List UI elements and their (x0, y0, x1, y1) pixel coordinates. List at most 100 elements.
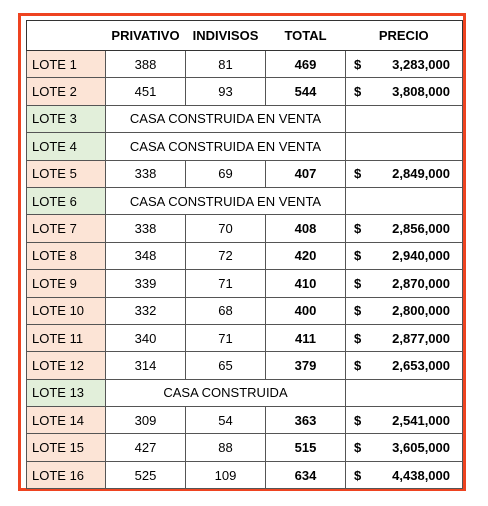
status-cell: CASA CONSTRUIDA (105, 378, 346, 408)
table-row: LOTE 9 339 71 410 $2,870,000 (26, 269, 463, 298)
total-cell: 363 (265, 406, 346, 435)
lote-cell: LOTE 2 (26, 77, 106, 106)
price-cell: $2,856,000 (345, 214, 463, 243)
price-cell: $3,283,000 (345, 49, 463, 79)
price-cell: $3,808,000 (345, 77, 463, 106)
table-row: LOTE 15 427 88 515 $3,605,000 (26, 433, 463, 462)
price-cell: $2,800,000 (345, 296, 463, 325)
price-cell: $4,438,000 (345, 460, 463, 490)
currency: $ (354, 440, 362, 456)
indivisos-cell: 109 (185, 460, 266, 490)
price-cell: $2,849,000 (345, 159, 463, 188)
table-row: LOTE 8 348 72 420 $2,940,000 (26, 241, 463, 271)
price: 2,653,000 (392, 357, 450, 373)
price: 3,808,000 (392, 84, 450, 100)
lote-cell: LOTE 14 (26, 406, 106, 435)
currency: $ (354, 330, 362, 346)
price: 2,870,000 (392, 275, 450, 291)
table-row: LOTE 6 CASA CONSTRUIDA EN VENTA (26, 186, 463, 216)
price-cell: $2,877,000 (345, 323, 463, 353)
total-cell: 420 (265, 241, 346, 271)
currency: $ (354, 248, 362, 264)
privativo-cell: 525 (105, 460, 186, 490)
header-cell (26, 20, 106, 51)
header-cell: TOTAL (265, 20, 346, 51)
lote-cell: LOTE 4 (26, 132, 106, 161)
table-body: LOTE 1 388 81 469 $3,283,000 LOTE 2 451 93 544 $3… (26, 49, 463, 490)
status-cell: CASA CONSTRUIDA EN VENTA (105, 104, 346, 134)
price: 2,877,000 (392, 330, 450, 346)
currency: $ (354, 467, 362, 483)
frame (18, 13, 466, 491)
empty-price-cell (345, 104, 463, 134)
price: 3,605,000 (392, 440, 450, 456)
lote-cell: LOTE 10 (26, 296, 106, 325)
currency: $ (354, 166, 362, 182)
header-cell: PRIVATIVO (105, 20, 186, 51)
empty-price-cell (345, 378, 463, 408)
indivisos-cell: 72 (185, 241, 266, 271)
empty-price-cell (345, 132, 463, 161)
total-cell: 634 (265, 460, 346, 490)
price-cell: $2,940,000 (345, 241, 463, 271)
total-cell: 400 (265, 296, 346, 325)
lote-cell: LOTE 7 (26, 214, 106, 243)
privativo-cell: 388 (105, 49, 186, 79)
indivisos-cell: 71 (185, 269, 266, 298)
table-row: LOTE 3 CASA CONSTRUIDA EN VENTA (26, 104, 463, 134)
price: 2,541,000 (392, 412, 450, 428)
currency: $ (354, 221, 362, 237)
currency: $ (354, 412, 362, 428)
total-cell: 469 (265, 49, 346, 79)
currency: $ (354, 84, 362, 100)
currency: $ (354, 56, 362, 72)
privativo-cell: 309 (105, 406, 186, 435)
privativo-cell: 332 (105, 296, 186, 325)
empty-price-cell (345, 186, 463, 216)
table-row: LOTE 10 332 68 400 $2,800,000 (26, 296, 463, 325)
lote-cell: LOTE 8 (26, 241, 106, 271)
lote-cell: LOTE 11 (26, 323, 106, 353)
privativo-cell: 314 (105, 351, 186, 380)
lote-cell: LOTE 1 (26, 49, 106, 79)
currency: $ (354, 275, 362, 291)
currency: $ (354, 303, 362, 319)
lote-cell: LOTE 12 (26, 351, 106, 380)
price: 4,438,000 (392, 467, 450, 483)
indivisos-cell: 93 (185, 77, 266, 106)
privativo-cell: 339 (105, 269, 186, 298)
lote-cell: LOTE 3 (26, 104, 106, 134)
lote-cell: LOTE 16 (26, 460, 106, 490)
status-cell: CASA CONSTRUIDA EN VENTA (105, 132, 346, 161)
lote-cell: LOTE 13 (26, 378, 106, 408)
lote-cell: LOTE 15 (26, 433, 106, 462)
price-cell: $2,870,000 (345, 269, 463, 298)
header-cell: INDIVISOS (185, 20, 266, 51)
lote-cell: LOTE 6 (26, 186, 106, 216)
table-row: LOTE 16 525 109 634 $4,438,000 (26, 460, 463, 490)
price-cell: $2,541,000 (345, 406, 463, 435)
price: 2,849,000 (392, 166, 450, 182)
privativo-cell: 338 (105, 159, 186, 188)
table-row: LOTE 2 451 93 544 $3,808,000 (26, 77, 463, 106)
price: 2,800,000 (392, 303, 450, 319)
table-row: LOTE 12 314 65 379 $2,653,000 (26, 351, 463, 380)
privativo-cell: 451 (105, 77, 186, 106)
indivisos-cell: 54 (185, 406, 266, 435)
status-cell: CASA CONSTRUIDA EN VENTA (105, 186, 346, 216)
price: 2,856,000 (392, 221, 450, 237)
table-row: LOTE 7 338 70 408 $2,856,000 (26, 214, 463, 243)
lote-cell: LOTE 5 (26, 159, 106, 188)
table-row: LOTE 4 CASA CONSTRUIDA EN VENTA (26, 132, 463, 161)
total-cell: 407 (265, 159, 346, 188)
table-row: LOTE 14 309 54 363 $2,541,000 (26, 406, 463, 435)
privativo-cell: 348 (105, 241, 186, 271)
indivisos-cell: 70 (185, 214, 266, 243)
total-cell: 411 (265, 323, 346, 353)
price: 2,940,000 (392, 248, 450, 264)
header-cell: PRECIO (345, 20, 463, 51)
total-cell: 379 (265, 351, 346, 380)
table-row: LOTE 1 388 81 469 $3,283,000 (26, 49, 463, 79)
